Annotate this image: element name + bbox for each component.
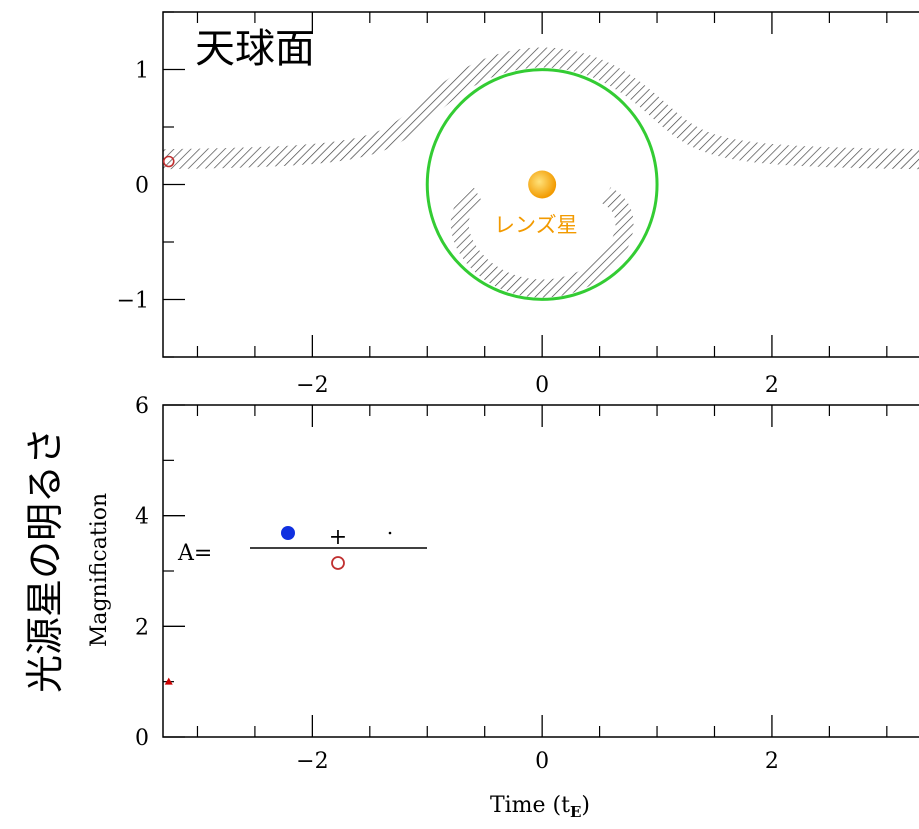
formula-dot: [281, 526, 295, 540]
formula-circle: [332, 557, 344, 569]
panel-title: 天球面: [195, 26, 315, 72]
side-annotation: 光源星の明るさ: [23, 427, 67, 693]
x-tick-label: 2: [765, 749, 779, 774]
lens-label: レンズ星: [494, 213, 578, 237]
chart: 天球面 レンズ星 光源星の明るさ Magnification Time (tE)…: [0, 0, 919, 829]
y-tick-label: 1: [135, 59, 149, 84]
x-axis-label-sub: E: [570, 803, 581, 821]
x-tick-label: −2: [296, 373, 328, 398]
x-axis-label-main: Time (t: [490, 793, 570, 818]
x-tick-label: 0: [535, 373, 549, 398]
x-tick-label: 0: [535, 749, 549, 774]
y-tick-label: 4: [135, 505, 149, 530]
y-axis-label: Magnification: [87, 493, 112, 647]
x-axis-label-end: ): [581, 793, 590, 818]
y-tick-label: 6: [135, 394, 149, 419]
x-axis-label: Time (tE): [490, 793, 590, 821]
y-tick-label: −1: [117, 289, 149, 314]
minor-image-track: [460, 195, 625, 289]
formula-lhs: A=: [177, 541, 212, 566]
plot-frame: [163, 405, 919, 737]
x-tick-label: 2: [765, 373, 779, 398]
y-tick-label: 0: [135, 174, 149, 199]
page: 天球面 レンズ星 光源星の明るさ Magnification Time (tE)…: [0, 0, 919, 829]
formula-plus: +: [329, 525, 347, 550]
sky-plot: [77, 57, 919, 288]
lens-star: [528, 171, 556, 199]
y-tick-label: 0: [135, 726, 149, 751]
y-tick-label: 2: [135, 615, 149, 640]
major-image-track: [77, 57, 919, 160]
x-tick-label: −2: [296, 749, 328, 774]
formula-point: [389, 532, 392, 535]
